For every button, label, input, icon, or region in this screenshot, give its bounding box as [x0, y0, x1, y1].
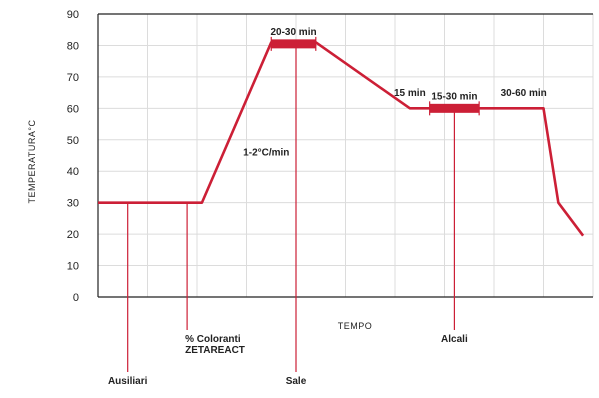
marker-label: Alcali	[441, 334, 468, 345]
hold-bar	[271, 39, 316, 49]
y-tick-label: 0	[73, 292, 79, 304]
grid	[97, 13, 594, 298]
hold-bars	[270, 36, 480, 116]
y-tick-label: 80	[67, 40, 79, 52]
y-tick-label: 10	[67, 261, 79, 273]
axes: 0 10 20 30 40 50 60 70 80 90	[67, 9, 593, 304]
y-tick-label: 40	[67, 166, 79, 178]
y-tick-label: 30	[67, 198, 79, 210]
event-markers	[127, 45, 455, 372]
marker-label: Ausiliari	[108, 376, 148, 387]
annotation-label: 30-60 min	[501, 88, 547, 99]
hold-bar-label: 15-30 min	[431, 91, 477, 102]
annotation-label: 15 min	[394, 88, 426, 99]
y-tick-label: 90	[67, 9, 79, 21]
x-axis-title: TEMPO	[338, 321, 373, 331]
annotation-label: 1-2°C/min	[243, 148, 289, 159]
y-tick-label: 20	[67, 229, 79, 241]
y-tick-label: 70	[67, 72, 79, 84]
hold-bar	[429, 103, 480, 113]
y-tick-label: 50	[67, 135, 79, 147]
marker-label: % Coloranti	[185, 334, 241, 345]
y-axis-title: TEMPERATURA°C	[27, 120, 37, 204]
temperature-series	[98, 40, 585, 237]
y-tick-label: 60	[67, 103, 79, 115]
hold-bar-label: 20-30 min	[270, 27, 316, 38]
series-line	[98, 40, 585, 237]
marker-label: Sale	[286, 376, 307, 387]
marker-label: ZETAREACT	[185, 345, 245, 356]
